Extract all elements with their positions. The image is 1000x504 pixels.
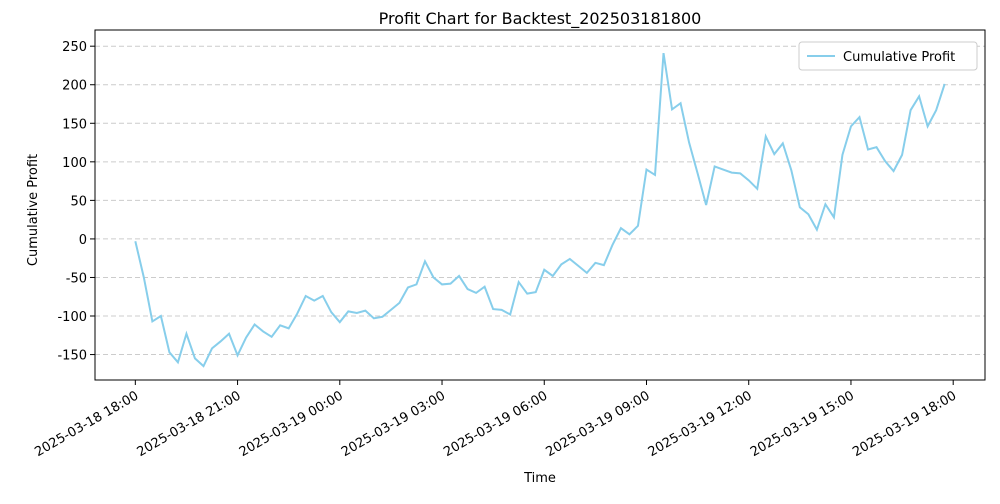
y-tick-label: 0 bbox=[79, 233, 87, 248]
x-tick-label: 2025-03-18 21:00 bbox=[135, 388, 244, 460]
x-tick-label: 2025-03-19 00:00 bbox=[237, 388, 346, 460]
x-tick-label: 2025-03-19 09:00 bbox=[544, 388, 653, 460]
y-tick-label: 250 bbox=[62, 40, 87, 55]
x-tick-label: 2025-03-19 12:00 bbox=[646, 388, 755, 460]
x-tick-label: 2025-03-19 18:00 bbox=[850, 388, 959, 460]
x-tick-label: 2025-03-19 06:00 bbox=[441, 388, 550, 460]
y-tick-label: 150 bbox=[62, 117, 87, 132]
y-tick-label: 200 bbox=[62, 79, 87, 94]
x-tick-label: 2025-03-18 18:00 bbox=[32, 388, 141, 460]
y-tick-label: 50 bbox=[70, 194, 87, 209]
y-tick-label: 100 bbox=[62, 156, 87, 171]
y-tick-label: -150 bbox=[57, 349, 87, 364]
y-tick-label: -100 bbox=[57, 310, 87, 325]
data-line bbox=[134, 52, 946, 368]
y-tick-label: -50 bbox=[66, 271, 87, 286]
x-tick-label: 2025-03-19 15:00 bbox=[748, 388, 857, 460]
chart-title: Profit Chart for Backtest_202503181800 bbox=[379, 9, 702, 29]
legend-box bbox=[798, 41, 978, 71]
y-axis-label: Cumulative Profit bbox=[26, 154, 41, 266]
x-tick-label: 2025-03-19 03:00 bbox=[339, 388, 448, 460]
legend-label: Cumulative Profit bbox=[843, 50, 955, 65]
plot-frame bbox=[94, 29, 986, 381]
x-axis-label: Time bbox=[523, 471, 556, 486]
